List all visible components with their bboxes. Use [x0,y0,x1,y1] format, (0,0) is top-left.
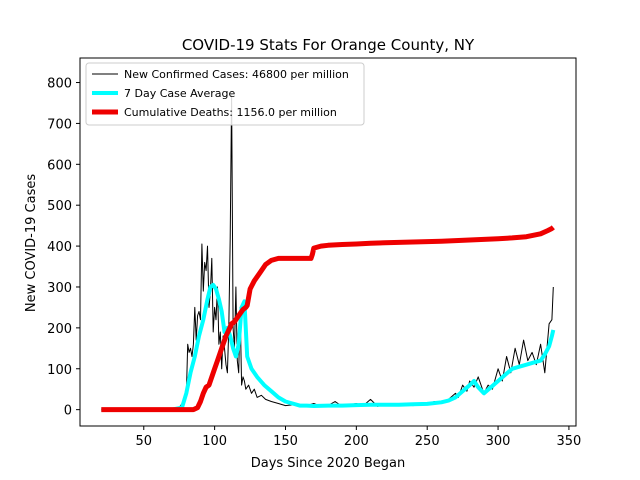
axes-frame [79,57,577,427]
x-tick-label: 350 [557,434,582,449]
series-line-2 [101,282,556,412]
y-tick-label: 700 [47,117,72,132]
x-tick-label: 250 [415,434,440,449]
x-axis-label: Days Since 2020 Began [251,456,406,471]
x-tick-label: 50 [135,434,152,449]
y-tick-label: 0 [64,404,72,419]
y-tick-label: 800 [47,77,72,92]
legend-label: Cumulative Deaths: 1156.0 per million [124,106,337,119]
y-axis-label: New COVID-19 Cases [24,174,39,312]
y-tick-label: 300 [47,281,72,296]
legend-box [85,62,365,126]
legend-label: New Confirmed Cases: 46800 per million [124,68,349,81]
series-line-3 [101,225,555,413]
y-tick-label: 200 [47,322,72,337]
y-tick-label: 400 [47,240,72,255]
legend: New Confirmed Cases: 46800 per million 7 … [85,62,365,126]
legend-label: 7 Day Case Average [124,87,236,100]
x-tick-label: 150 [273,434,298,449]
x-tick-label: 300 [486,434,511,449]
y-tick-label: 100 [47,363,72,378]
x-tick-label: 200 [344,434,369,449]
chart-title: COVID-19 Stats For Orange County, NY [182,36,475,54]
plot-area: 50 100 150 200 250 300 350 0 100 200 300 400 500 600 7… [47,57,582,449]
y-tick-label: 500 [47,199,72,214]
y-tick-label: 600 [47,158,72,173]
x-tick-label: 100 [202,434,227,449]
